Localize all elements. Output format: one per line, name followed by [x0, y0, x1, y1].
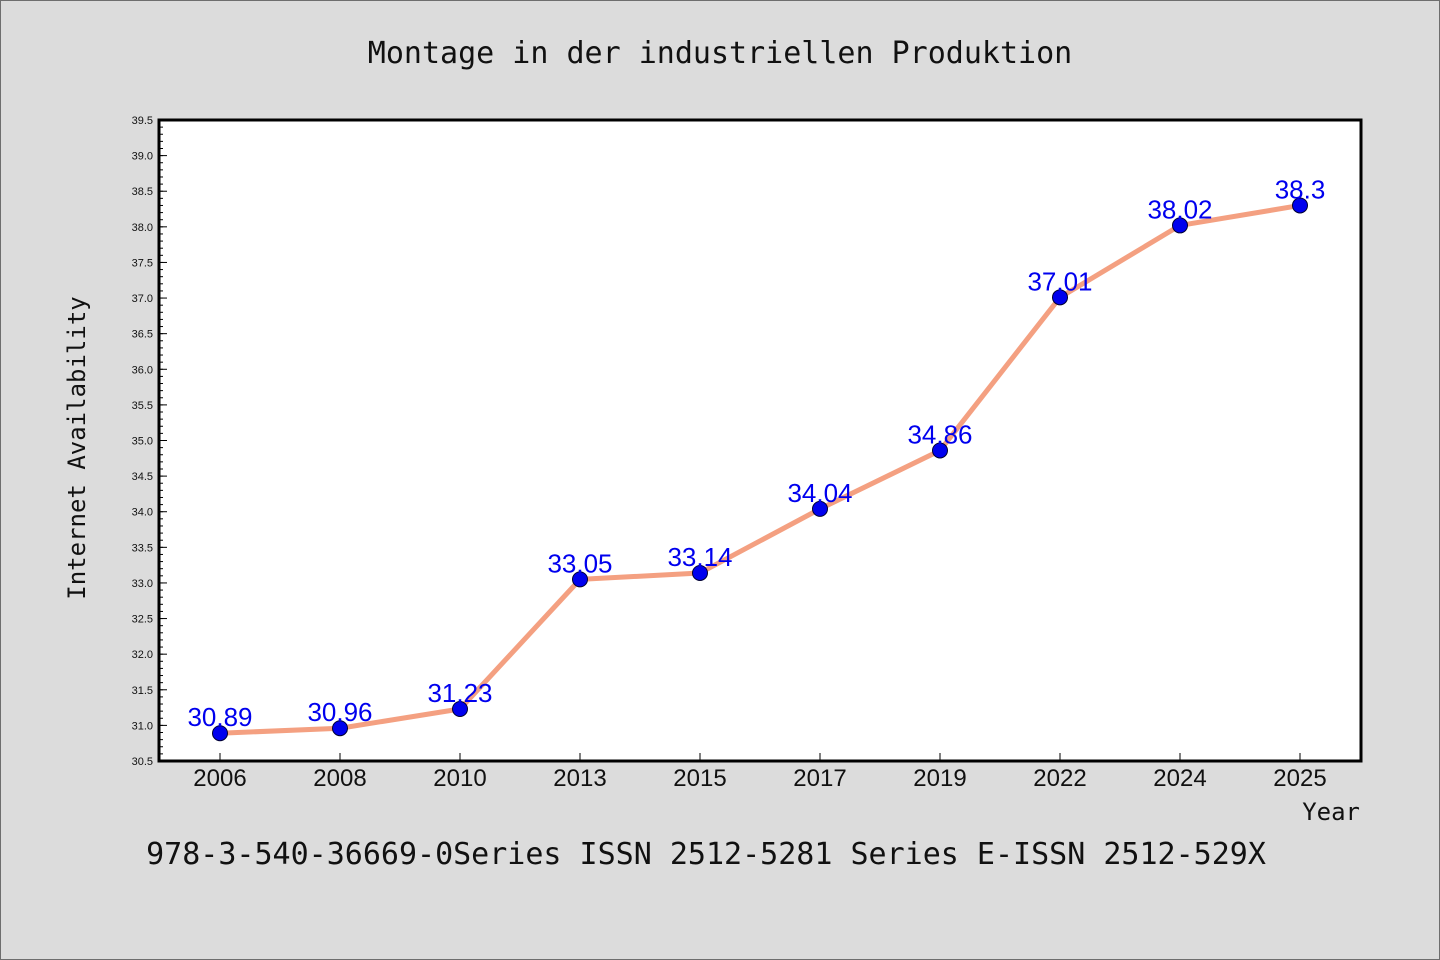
y-tick-label: 32.0	[132, 649, 153, 661]
y-tick-label: 38.0	[132, 222, 153, 234]
x-axis: 2006 2008 2010 2013 2015 2017 2019 2022 2024 2025	[193, 753, 1327, 792]
data-point	[812, 500, 828, 517]
chart-title: Montage in der industriellen Produktion	[368, 36, 1072, 71]
series-line	[217, 202, 1303, 736]
y-tick-label: 31.5	[132, 685, 153, 697]
data-point	[1292, 197, 1308, 214]
x-axis-label: Year	[1302, 798, 1360, 826]
data-point	[332, 720, 348, 737]
footer-text: 978-3-540-36669-0Series ISSN 2512-5281 S…	[146, 837, 1266, 872]
x-tick-label: 2019	[913, 765, 966, 792]
x-tick-label: 2025	[1273, 765, 1326, 792]
data-label: 30.89	[187, 702, 252, 732]
y-tick-label: 39.5	[132, 115, 153, 127]
data-label: 33.05	[547, 548, 612, 578]
y-tick-label: 34.0	[132, 507, 153, 519]
x-tick-label: 2008	[313, 765, 366, 792]
x-tick-label: 2015	[673, 765, 726, 792]
data-point	[1172, 217, 1188, 234]
x-tick-label: 2010	[433, 765, 486, 792]
y-tick-label: 39.0	[132, 151, 153, 163]
data-label: 33.14	[667, 542, 732, 572]
y-tick-label: 35.5	[132, 400, 153, 412]
data-label: 34.86	[907, 419, 972, 449]
y-tick-label: 36.0	[132, 364, 153, 376]
y-tick-label: 32.5	[132, 614, 153, 626]
plot-area	[157, 118, 1363, 763]
data-point	[692, 564, 708, 581]
data-label: 30.96	[307, 697, 372, 727]
data-point	[1052, 289, 1068, 306]
y-tick-label: 30.5	[132, 756, 153, 768]
y-tick-label: 31.0	[132, 720, 153, 732]
y-tick-label: 37.0	[132, 293, 153, 305]
data-label: 38.3	[1275, 174, 1326, 204]
y-axis-label: Internet Availability	[63, 296, 91, 599]
data-point	[452, 701, 468, 718]
data-label: 34.04	[787, 478, 852, 508]
y-tick-label: 33.0	[132, 578, 153, 590]
data-label: 31.23	[427, 678, 492, 708]
data-label: 37.01	[1027, 266, 1092, 296]
x-tick-label: 2006	[193, 765, 246, 792]
y-tick-label: 34.5	[132, 471, 153, 483]
y-tick-label: 33.5	[132, 542, 153, 554]
y-tick-label: 38.5	[132, 186, 153, 198]
data-point	[932, 442, 948, 459]
data-label: 38.02	[1147, 194, 1212, 224]
y-tick-label: 36.5	[132, 329, 153, 341]
data-point	[572, 571, 588, 588]
data-point	[212, 725, 228, 742]
series-group: 30.89 30.96 31.23 33.05 33.14 34.04 34.86 37.01…	[187, 174, 1326, 742]
x-tick-label: 2022	[1033, 765, 1086, 792]
x-tick-label: 2024	[1153, 765, 1206, 792]
y-tick-label: 37.5	[132, 257, 153, 269]
x-tick-label: 2017	[793, 765, 846, 792]
y-axis: 30.5 31.0 31.5 32.0 32.5 33.0 33.5 34.0 34.5 35.0…	[132, 115, 167, 768]
x-tick-label: 2013	[553, 765, 606, 792]
y-tick-label: 35.0	[132, 436, 153, 448]
